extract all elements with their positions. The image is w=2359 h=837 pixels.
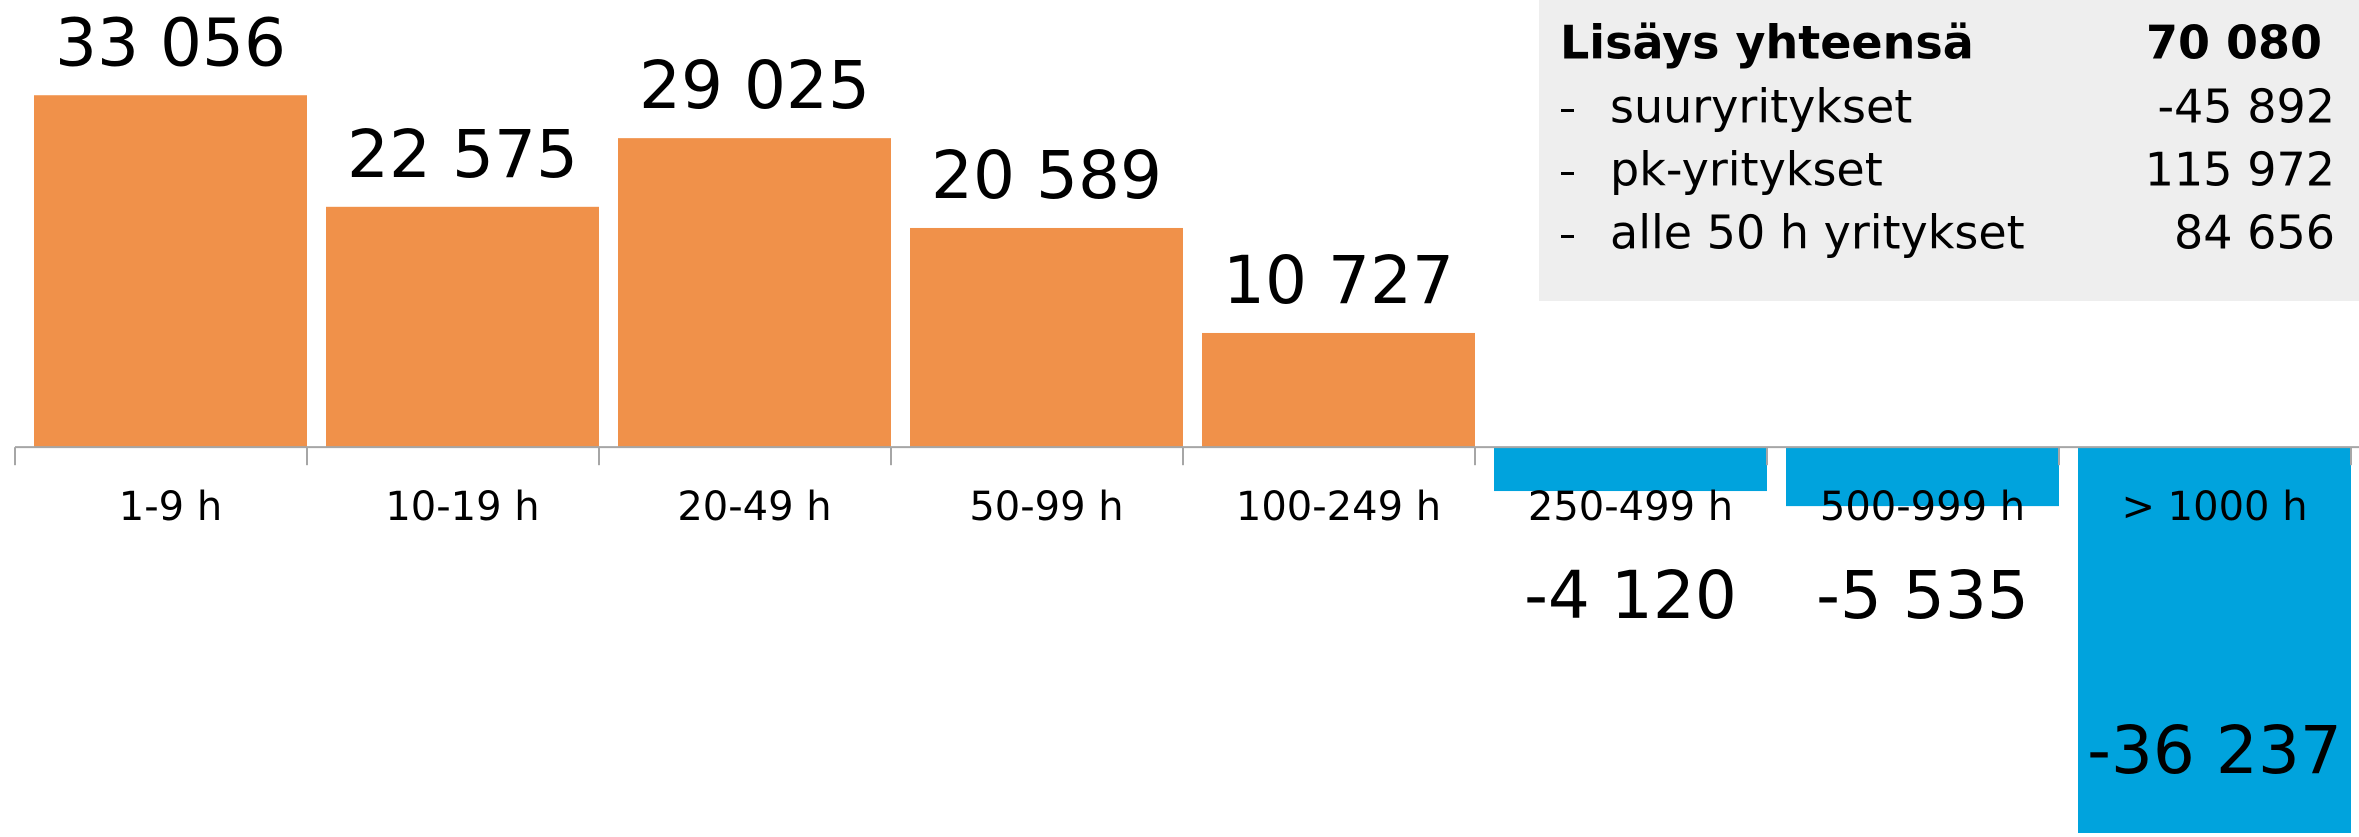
bar xyxy=(2078,447,2351,833)
value-label: 20 589 xyxy=(931,137,1162,214)
bar xyxy=(910,227,1183,448)
x-tick-label: 250-499 h xyxy=(1528,484,1733,530)
bullet-dash xyxy=(1561,172,1574,175)
summary-row-value: 84 656 xyxy=(2174,206,2335,260)
bullet-dash xyxy=(1561,235,1574,238)
x-tick-label: 20-49 h xyxy=(677,484,831,530)
summary-row-label: pk-yritykset xyxy=(1610,143,1883,197)
value-label: -5 535 xyxy=(1816,557,2029,634)
bullet-dash xyxy=(1561,109,1574,112)
summary-row-label: suuryritykset xyxy=(1610,80,1912,134)
bar xyxy=(34,95,307,448)
summary-box xyxy=(1539,0,2359,301)
value-label: 29 025 xyxy=(639,47,870,124)
value-label: 22 575 xyxy=(347,116,578,193)
x-tick-label: 100-249 h xyxy=(1236,484,1441,530)
value-label: 33 056 xyxy=(55,4,286,81)
bar xyxy=(1786,447,2059,507)
x-tick-label: 50-99 h xyxy=(969,484,1123,530)
x-tick-label: 1-9 h xyxy=(119,484,222,530)
x-tick-label: > 1000 h xyxy=(2121,484,2307,530)
summary-total: 70 080 xyxy=(2146,16,2322,70)
bar xyxy=(1494,447,1767,492)
x-tick-label: 10-19 h xyxy=(385,484,539,530)
value-label: -4 120 xyxy=(1524,557,1737,634)
value-label: -36 237 xyxy=(2087,712,2342,789)
summary-row-label: alle 50 h yritykset xyxy=(1610,206,2025,260)
summary-row-value: 115 972 xyxy=(2145,143,2335,197)
value-label: 10 727 xyxy=(1223,242,1454,319)
x-tick-label: 500-999 h xyxy=(1820,484,2025,530)
bar xyxy=(326,206,599,448)
bar xyxy=(1202,332,1475,448)
summary-title: Lisäys yhteensä xyxy=(1560,16,1974,70)
summary-row-value: -45 892 xyxy=(2157,80,2335,134)
bar xyxy=(618,138,891,448)
